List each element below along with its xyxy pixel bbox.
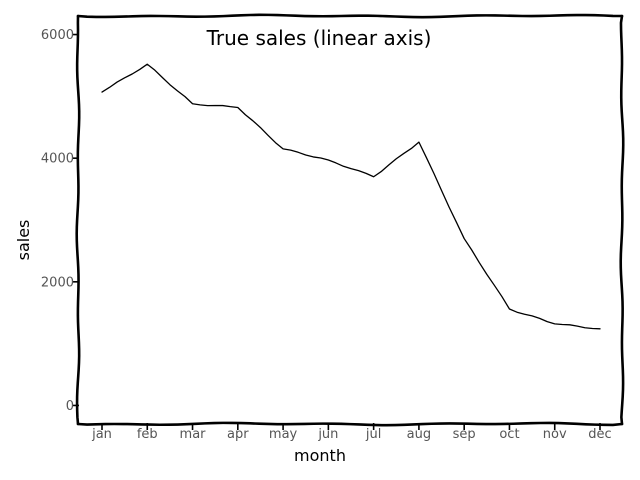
y-tick-label: 2000 bbox=[41, 275, 74, 290]
x-axis-ticks: jan feb mar apr may jun jul aug sep oct nov dec bbox=[91, 423, 612, 442]
y-tick-label: 0 bbox=[66, 399, 74, 414]
frame-left-edge bbox=[75, 14, 81, 426]
sales-line bbox=[101, 63, 601, 330]
frame-top-edge bbox=[76, 13, 624, 19]
x-tick-label: may bbox=[269, 427, 298, 442]
x-tick-label: jul bbox=[365, 427, 381, 442]
x-tick-label: feb bbox=[137, 427, 158, 442]
plot-frame bbox=[75, 13, 625, 427]
frame-right-edge bbox=[619, 14, 625, 426]
frame-bottom-edge bbox=[76, 421, 624, 427]
x-tick-label: oct bbox=[499, 427, 519, 442]
x-tick-label: apr bbox=[227, 427, 249, 442]
y-axis-ticks: 0 2000 4000 6000 bbox=[41, 28, 79, 414]
y-tick-label: 4000 bbox=[41, 152, 74, 167]
y-tick-label: 6000 bbox=[41, 28, 74, 43]
chart-title: True sales (linear axis) bbox=[206, 26, 432, 50]
x-tick-label: aug bbox=[407, 427, 431, 442]
x-tick-label: mar bbox=[180, 427, 207, 442]
x-tick-label: sep bbox=[453, 427, 476, 442]
x-axis-label: month bbox=[294, 446, 346, 465]
x-tick-label: dec bbox=[588, 427, 611, 442]
x-tick-label: jan bbox=[91, 427, 112, 442]
y-axis-label: sales bbox=[14, 220, 33, 261]
series-layer bbox=[101, 63, 601, 330]
x-tick-label: jun bbox=[317, 427, 338, 442]
x-tick-label: nov bbox=[543, 427, 567, 442]
